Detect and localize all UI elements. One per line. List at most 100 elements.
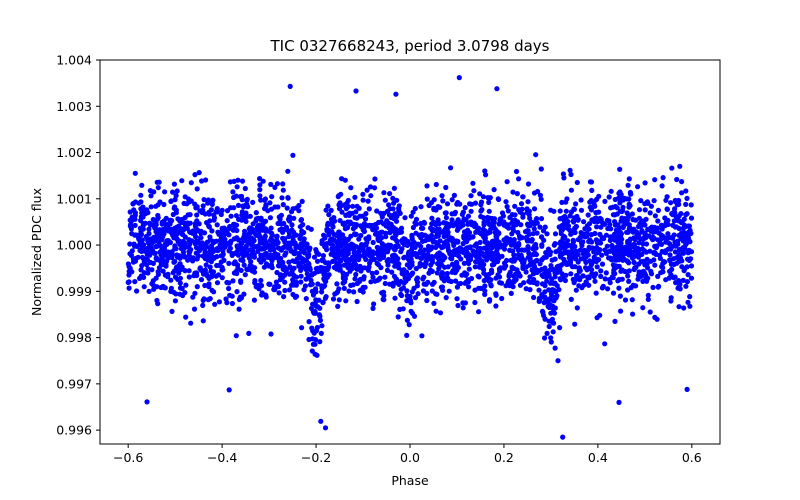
data-point	[409, 234, 415, 240]
data-point	[320, 299, 326, 305]
data-point	[613, 237, 619, 243]
data-point	[629, 249, 636, 256]
data-point	[547, 249, 554, 255]
data-point	[602, 221, 608, 227]
data-point	[263, 242, 269, 248]
data-point	[671, 218, 677, 224]
data-point	[468, 208, 474, 214]
data-point	[207, 248, 213, 254]
data-point	[453, 220, 459, 226]
data-point	[337, 218, 343, 224]
data-point	[431, 279, 437, 285]
data-point	[242, 202, 248, 209]
data-point	[275, 283, 282, 289]
data-point	[610, 212, 617, 218]
data-point	[146, 288, 152, 294]
data-point	[269, 194, 275, 200]
data-point	[676, 304, 682, 310]
data-point	[648, 228, 654, 234]
data-point	[404, 242, 410, 248]
data-point	[290, 152, 296, 158]
y-tick-label: 0.998	[56, 330, 92, 345]
data-point	[524, 206, 530, 212]
data-point	[385, 260, 391, 266]
data-point	[311, 254, 318, 260]
data-point	[348, 266, 354, 272]
data-point	[145, 210, 151, 216]
data-point	[428, 200, 434, 206]
data-point	[580, 239, 586, 245]
data-point	[510, 248, 516, 254]
data-point	[491, 224, 497, 230]
data-point	[127, 251, 133, 257]
data-point	[437, 310, 444, 316]
data-point	[526, 231, 532, 237]
x-tick-label: 0.2	[494, 450, 514, 465]
data-point	[638, 198, 644, 204]
y-tick-label: 0.999	[56, 284, 92, 299]
data-point	[360, 197, 366, 203]
data-point	[653, 245, 659, 251]
data-point	[238, 267, 244, 273]
data-point	[168, 285, 174, 291]
data-point	[219, 253, 225, 259]
data-point	[258, 277, 264, 284]
data-point	[650, 237, 656, 243]
data-point	[433, 222, 439, 228]
data-point	[302, 283, 308, 289]
data-point	[186, 244, 192, 250]
data-point	[141, 270, 147, 276]
data-point	[438, 229, 444, 235]
data-point	[285, 195, 291, 201]
data-point	[652, 262, 658, 268]
data-point	[575, 259, 581, 265]
data-point	[406, 322, 412, 328]
data-point	[534, 220, 540, 226]
data-point	[367, 184, 374, 190]
data-point	[566, 260, 572, 266]
data-point	[175, 216, 181, 222]
data-point	[475, 273, 481, 279]
data-point	[304, 245, 310, 251]
data-point	[384, 267, 391, 273]
data-point	[404, 288, 410, 294]
data-point	[392, 245, 398, 252]
data-point	[198, 267, 204, 273]
data-point	[485, 230, 491, 236]
data-point	[213, 209, 219, 215]
data-point	[374, 208, 380, 214]
data-point	[138, 192, 144, 198]
data-point	[209, 287, 215, 293]
data-point	[395, 314, 401, 320]
data-point	[414, 276, 420, 283]
data-point	[481, 278, 487, 284]
data-point	[165, 255, 171, 261]
data-point	[351, 289, 357, 295]
data-point	[596, 209, 602, 215]
data-point	[478, 199, 485, 205]
data-point	[579, 285, 585, 291]
data-point	[170, 189, 176, 195]
data-point	[182, 234, 188, 240]
data-point	[672, 206, 678, 212]
data-point	[206, 209, 212, 215]
data-point	[255, 282, 262, 288]
data-point	[418, 250, 424, 256]
data-point	[589, 267, 595, 273]
data-point	[537, 261, 543, 267]
data-point	[392, 236, 398, 242]
data-point	[449, 217, 455, 223]
data-point	[451, 242, 457, 248]
data-point	[182, 194, 188, 200]
data-point	[242, 272, 248, 278]
data-point	[313, 286, 319, 292]
data-point	[364, 239, 370, 246]
data-point	[352, 215, 358, 221]
data-point	[582, 226, 588, 232]
data-point	[466, 256, 472, 262]
data-point	[178, 239, 184, 245]
data-point	[394, 258, 400, 264]
data-point	[303, 296, 309, 302]
data-point	[144, 256, 150, 262]
data-point	[129, 231, 135, 237]
